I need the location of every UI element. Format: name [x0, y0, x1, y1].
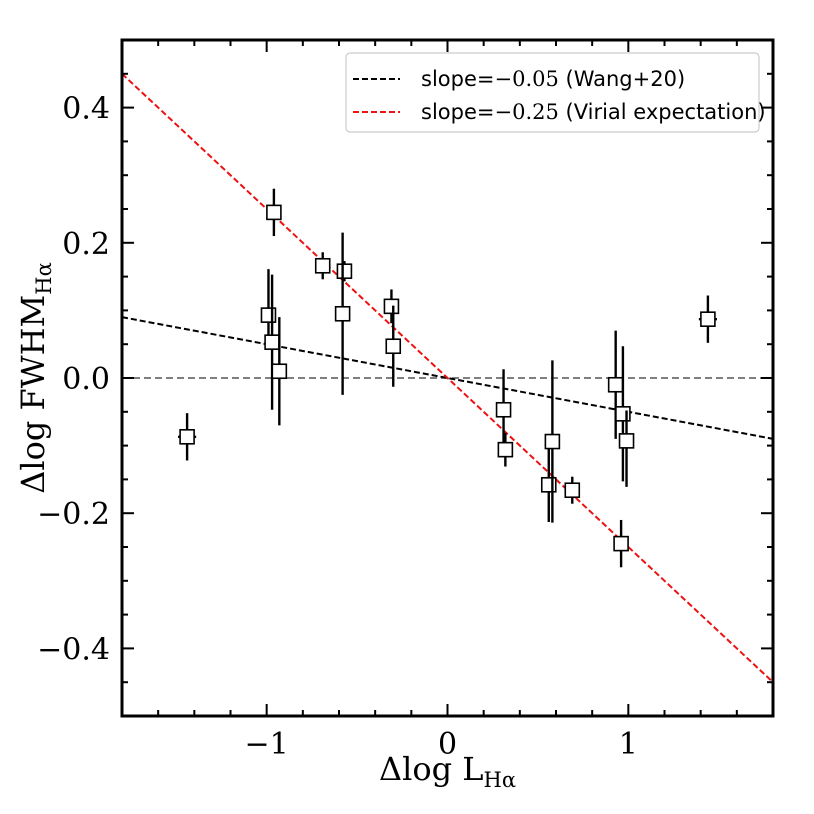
square-marker [266, 204, 282, 221]
data-point [495, 369, 512, 451]
y-tick-label: −0.4 [37, 632, 110, 667]
square-marker [607, 376, 624, 393]
square-marker [700, 311, 716, 327]
data-point [613, 519, 629, 568]
x-axis-label: Δlog LHα [379, 750, 516, 792]
square-marker [314, 257, 331, 274]
data-point [615, 346, 631, 482]
square-marker [613, 535, 629, 552]
legend-label-wang: slope=−0.05 (Wang+20) [421, 67, 685, 91]
data-point [698, 295, 717, 343]
y-tick-label: 0.2 [62, 227, 110, 262]
square-marker [497, 441, 514, 458]
x-tick-label: 1 [619, 727, 638, 762]
data-point [618, 410, 635, 487]
square-marker [334, 305, 351, 322]
data-point [334, 232, 351, 395]
data-point [264, 274, 280, 410]
square-marker [264, 334, 280, 350]
y-tick-label: 0.0 [62, 362, 110, 397]
tick-labels-group: −1 0 1 −0.4 −0.2 0.0 0.2 0.4 [37, 92, 638, 762]
data-point [544, 360, 561, 523]
plot-frame [120, 38, 775, 718]
square-marker [615, 406, 631, 422]
fit-line-wang [121, 316, 774, 440]
data-point [314, 252, 331, 280]
y-tick-label: −0.2 [37, 497, 110, 532]
data-point [540, 447, 557, 522]
square-marker [383, 298, 400, 315]
data-point [497, 432, 514, 467]
square-marker [540, 477, 557, 493]
fit-lines-group [121, 73, 774, 683]
legend-label-virial: slope=−0.25 (Virial expectation) [421, 100, 766, 124]
square-marker [544, 433, 561, 450]
y-tick-label: 0.4 [62, 92, 110, 127]
data-point [383, 289, 400, 324]
x-tick-label: 0 [438, 727, 457, 762]
x-tick-label: −1 [245, 727, 289, 762]
data-point [260, 269, 277, 346]
square-marker [179, 429, 195, 445]
square-marker [271, 363, 288, 380]
fit-line-virial [121, 73, 774, 683]
data-point [336, 261, 353, 282]
legend: slope=−0.05 (Wang+20) slope=−0.25 (Viria… [345, 52, 766, 133]
data-point [564, 476, 581, 504]
data-point [607, 330, 624, 439]
square-marker [618, 433, 635, 449]
y-axis-label: Δlog FWHMHα [14, 262, 56, 494]
square-marker [336, 263, 353, 279]
legend-box [345, 52, 760, 133]
data-point [271, 317, 288, 426]
data-point [385, 305, 402, 387]
data-points-group [178, 188, 717, 568]
square-marker [495, 401, 512, 418]
square-marker [385, 338, 402, 355]
square-marker [260, 307, 277, 323]
data-point [178, 413, 197, 461]
square-marker [564, 482, 581, 499]
data-point [266, 188, 282, 237]
